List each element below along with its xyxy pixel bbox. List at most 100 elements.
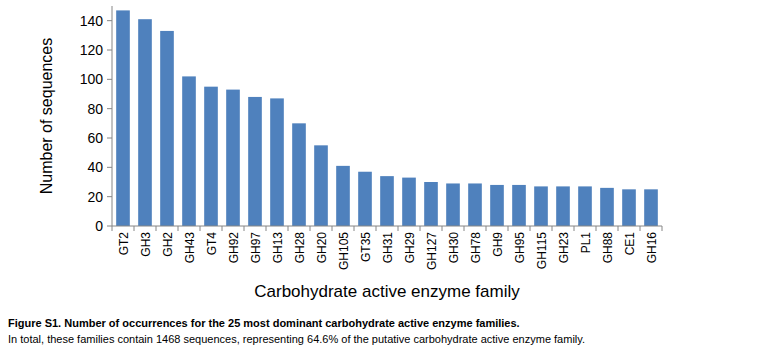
x-tick bbox=[332, 226, 333, 231]
y-axis-line bbox=[112, 6, 113, 226]
x-tick-label: GH127 bbox=[425, 232, 439, 270]
x-tick-label: GH30 bbox=[447, 232, 461, 264]
y-tick-label: 100 bbox=[80, 71, 104, 87]
bar bbox=[226, 90, 240, 226]
bar bbox=[446, 183, 460, 226]
chart-container: 0 20 40 60 80 100 120 140 GT2 GH3 GH2 GH43 GT4 GH92 GH… bbox=[0, 0, 760, 360]
x-tick-label: GH92 bbox=[227, 232, 241, 264]
x-tick-label: GH43 bbox=[183, 232, 197, 264]
x-tick bbox=[288, 226, 289, 231]
y-tick-label: 120 bbox=[80, 42, 104, 58]
bar bbox=[204, 87, 218, 226]
x-tick-label: PL1 bbox=[579, 232, 593, 254]
x-tick-label: GH97 bbox=[249, 232, 263, 264]
bar bbox=[358, 172, 372, 226]
bar bbox=[534, 186, 548, 226]
y-tick bbox=[107, 138, 112, 139]
bars bbox=[116, 10, 658, 226]
y-tick bbox=[107, 79, 112, 80]
x-tick-label: GH78 bbox=[469, 232, 483, 264]
x-tick-label: GH20 bbox=[315, 232, 329, 264]
x-tick bbox=[596, 226, 597, 231]
bar bbox=[336, 166, 350, 226]
x-tick bbox=[244, 226, 245, 231]
x-tick bbox=[618, 226, 619, 231]
y-tick bbox=[107, 108, 112, 109]
y-tick-label: 80 bbox=[87, 101, 103, 117]
x-tick-label: GH29 bbox=[403, 232, 417, 264]
x-tick bbox=[552, 226, 553, 231]
bar bbox=[116, 10, 130, 226]
bar bbox=[578, 186, 592, 226]
bar bbox=[512, 185, 526, 226]
x-tick-label: GT4 bbox=[205, 232, 219, 256]
y-tick-label: 0 bbox=[95, 218, 103, 234]
y-tick bbox=[107, 50, 112, 51]
x-tick bbox=[662, 226, 663, 231]
y-axis-title: Number of sequences bbox=[38, 38, 55, 195]
bar bbox=[402, 178, 416, 226]
y-tick-label: 140 bbox=[80, 13, 104, 29]
bar bbox=[248, 97, 262, 226]
bar bbox=[182, 76, 196, 226]
x-tick-label: GT2 bbox=[117, 232, 131, 256]
bar bbox=[138, 19, 152, 226]
x-tick bbox=[530, 226, 531, 231]
x-tick bbox=[354, 226, 355, 231]
y-tick bbox=[107, 167, 112, 168]
x-tick bbox=[398, 226, 399, 231]
x-tick bbox=[464, 226, 465, 231]
x-tick-label: GT35 bbox=[359, 232, 373, 262]
x-axis-line bbox=[112, 226, 662, 227]
x-tick bbox=[178, 226, 179, 231]
caption-subtitle: In total, these families contain 1468 se… bbox=[8, 333, 585, 345]
x-tick-label: GH2 bbox=[161, 232, 175, 257]
x-tick-label: GH16 bbox=[645, 232, 659, 264]
chart-svg: 0 20 40 60 80 100 120 140 GT2 GH3 GH2 GH43 GT4 GH92 GH… bbox=[0, 0, 760, 360]
bar bbox=[270, 98, 284, 226]
x-tick-label: GH13 bbox=[271, 232, 285, 264]
x-axis-title: Carbohydrate active enzyme family bbox=[254, 282, 520, 301]
x-tick bbox=[508, 226, 509, 231]
x-tick-label: GH3 bbox=[139, 232, 153, 257]
bar bbox=[622, 189, 636, 226]
x-tick-label: GH105 bbox=[337, 232, 351, 270]
y-tick-label: 60 bbox=[87, 130, 103, 146]
x-tick-label: GH88 bbox=[601, 232, 615, 264]
x-tick bbox=[266, 226, 267, 231]
x-tick-label: GH31 bbox=[381, 232, 395, 264]
x-tick bbox=[200, 226, 201, 231]
y-tick bbox=[107, 20, 112, 21]
bar bbox=[468, 183, 482, 226]
x-tick-label: GH23 bbox=[557, 232, 571, 264]
bar bbox=[490, 185, 504, 226]
x-tick bbox=[442, 226, 443, 231]
bar bbox=[644, 189, 658, 226]
x-tick-label: GH95 bbox=[513, 232, 527, 264]
x-tick bbox=[134, 226, 135, 231]
x-tick-label: GH28 bbox=[293, 232, 307, 264]
bar bbox=[380, 176, 394, 226]
bar bbox=[292, 123, 306, 226]
x-tick bbox=[640, 226, 641, 231]
caption-title: Figure S1. Number of occurrences for the… bbox=[8, 317, 520, 329]
x-tick bbox=[486, 226, 487, 231]
x-tick bbox=[156, 226, 157, 231]
y-tick-label: 40 bbox=[87, 159, 103, 175]
bar bbox=[424, 182, 438, 226]
bar bbox=[600, 188, 614, 226]
x-tick-label: CE1 bbox=[623, 232, 637, 256]
x-tick bbox=[112, 226, 113, 231]
y-tick-label: 20 bbox=[87, 189, 103, 205]
x-tick-label: GH115 bbox=[535, 232, 549, 269]
x-tick bbox=[420, 226, 421, 231]
x-tick bbox=[310, 226, 311, 231]
x-tick bbox=[376, 226, 377, 231]
bar bbox=[314, 145, 328, 226]
x-tick-label: GH9 bbox=[491, 232, 505, 257]
y-tick bbox=[107, 226, 112, 227]
x-tick bbox=[222, 226, 223, 231]
y-tick bbox=[107, 196, 112, 197]
bar bbox=[160, 31, 174, 226]
x-tick bbox=[574, 226, 575, 231]
